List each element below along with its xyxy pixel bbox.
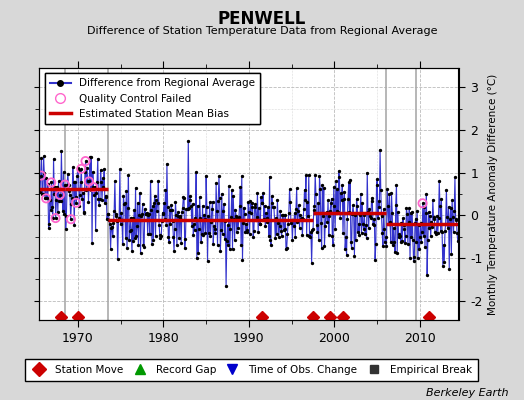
Point — [51, 215, 60, 221]
Text: PENWELL: PENWELL — [218, 10, 306, 28]
Point — [61, 181, 69, 188]
Point — [72, 200, 80, 206]
Point — [42, 195, 50, 202]
Text: Difference of Station Temperature Data from Regional Average: Difference of Station Temperature Data f… — [87, 26, 437, 36]
Point — [418, 200, 427, 206]
Text: Berkeley Earth: Berkeley Earth — [426, 388, 508, 398]
Legend: Station Move, Record Gap, Time of Obs. Change, Empirical Break: Station Move, Record Gap, Time of Obs. C… — [25, 359, 478, 381]
Point — [89, 184, 97, 190]
Legend: Difference from Regional Average, Quality Control Failed, Estimated Station Mean: Difference from Regional Average, Qualit… — [45, 73, 260, 124]
Point — [85, 178, 93, 185]
Point — [81, 158, 90, 164]
Point — [77, 166, 85, 172]
Point — [47, 179, 56, 186]
Point — [37, 172, 45, 179]
Point — [67, 216, 75, 222]
Point — [56, 192, 64, 198]
Y-axis label: Monthly Temperature Anomaly Difference (°C): Monthly Temperature Anomaly Difference (… — [488, 73, 498, 315]
